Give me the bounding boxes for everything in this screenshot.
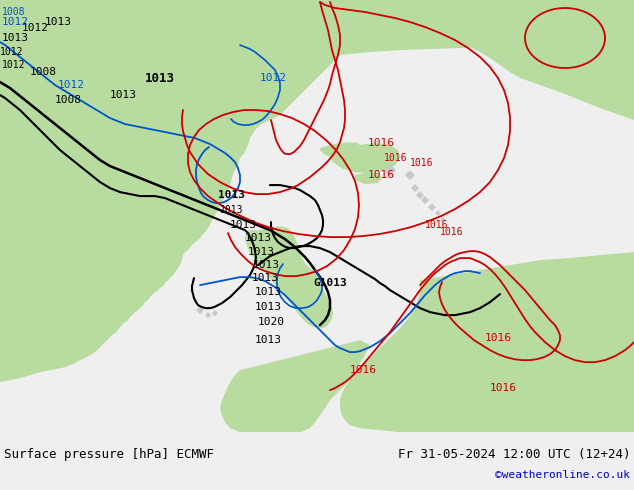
Text: 1020: 1020 [258,317,285,327]
Text: 1016: 1016 [410,158,434,168]
Text: 1013: 1013 [230,220,257,230]
Polygon shape [340,252,634,432]
Text: 1013: 1013 [252,273,279,283]
Text: 1016: 1016 [350,365,377,375]
Polygon shape [440,217,446,223]
Text: 1016: 1016 [368,170,395,180]
Polygon shape [245,226,333,328]
Text: 1013: 1013 [253,260,280,270]
Polygon shape [330,143,400,173]
Polygon shape [330,143,400,173]
Text: 1013: 1013 [218,190,245,200]
Text: 1013: 1013 [45,17,72,27]
Text: 1012: 1012 [0,47,23,57]
Polygon shape [205,312,211,318]
Polygon shape [405,170,415,180]
Text: 1012: 1012 [58,80,85,90]
Text: 1008: 1008 [30,67,57,77]
Text: 1016: 1016 [425,220,448,230]
Text: 1013: 1013 [220,205,243,215]
Text: 1016: 1016 [440,227,463,237]
Polygon shape [0,0,634,225]
Polygon shape [428,203,436,211]
Text: Surface pressure [hPa] ECMWF: Surface pressure [hPa] ECMWF [4,448,214,461]
Polygon shape [0,55,30,208]
Text: 1013: 1013 [255,302,282,312]
Polygon shape [400,0,634,120]
Polygon shape [0,0,360,382]
Polygon shape [212,310,218,316]
Polygon shape [421,196,429,204]
Text: 1012: 1012 [2,17,29,27]
Text: 1013: 1013 [145,72,175,85]
Polygon shape [355,172,382,184]
Text: ©weatheronline.co.uk: ©weatheronline.co.uk [495,470,630,480]
Text: 1013: 1013 [2,33,29,43]
Polygon shape [384,164,396,176]
Text: 1013: 1013 [255,335,282,345]
Text: 1016: 1016 [490,383,517,393]
Text: 1013: 1013 [248,247,275,257]
Text: 1012: 1012 [260,73,287,83]
Polygon shape [560,0,610,35]
Polygon shape [416,191,424,199]
Text: 1013: 1013 [255,287,282,297]
Polygon shape [320,142,362,158]
Text: G1013: G1013 [313,278,347,288]
Text: 1008: 1008 [55,95,82,105]
Text: 1008: 1008 [2,7,25,17]
Polygon shape [435,210,441,216]
Polygon shape [220,340,370,432]
Text: 1013: 1013 [110,90,137,100]
Text: 1016: 1016 [384,153,408,163]
Text: 1016: 1016 [485,333,512,343]
Polygon shape [196,306,204,314]
Text: Fr 31-05-2024 12:00 UTC (12+24): Fr 31-05-2024 12:00 UTC (12+24) [398,448,630,461]
Text: 1013: 1013 [245,233,272,243]
Text: 1016: 1016 [368,138,395,148]
Text: 1012: 1012 [2,60,25,70]
Polygon shape [411,184,419,192]
Text: 1012: 1012 [22,23,49,33]
